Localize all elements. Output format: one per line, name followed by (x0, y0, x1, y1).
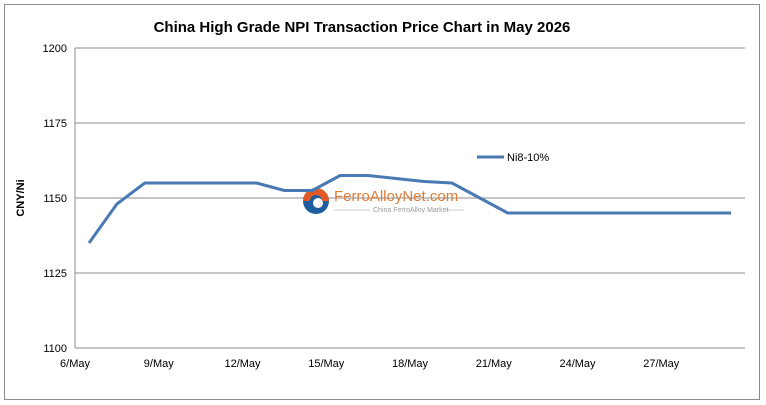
grid (74, 47, 745, 349)
watermark-text: FerroAlloyNet.com (334, 188, 458, 205)
chart-frame (4, 4, 760, 400)
x-tick-label: 6/May (60, 358, 90, 370)
y-tick-label: 1175 (43, 118, 67, 130)
x-tick-label: 27/May (643, 358, 680, 370)
y-tick-labels: 1100 1125 1150 1175 1200 (43, 43, 67, 355)
x-tick-label: 9/May (144, 358, 174, 370)
x-tick-label: 24/May (559, 358, 596, 370)
y-axis-label: CNY/Ni (15, 179, 27, 216)
y-tick-label: 1125 (43, 268, 67, 280)
x-tick-label: 21/May (476, 358, 513, 370)
legend: Ni8-10% (477, 152, 549, 164)
watermark-icon-hole (313, 198, 323, 208)
y-tick-label: 1150 (43, 193, 67, 205)
watermark-logo: FerroAlloyNet.com China FerroAlloy Marke… (303, 188, 464, 214)
y-tick-label: 1200 (43, 43, 67, 55)
series-line (87, 174, 731, 244)
x-tick-label: 15/May (308, 358, 345, 370)
x-tick-label: 18/May (392, 358, 429, 370)
chart-title: China High Grade NPI Transaction Price C… (154, 19, 571, 36)
x-tick-label: 12/May (224, 358, 261, 370)
series-group (87, 174, 731, 244)
legend-label: Ni8-10% (507, 152, 549, 164)
watermark-subtext: China FerroAlloy Market (373, 207, 449, 214)
x-tick-labels: 6/May 9/May 12/May 15/May 18/May 21/May 24/May… (60, 358, 680, 370)
y-tick-label: 1100 (43, 343, 67, 355)
